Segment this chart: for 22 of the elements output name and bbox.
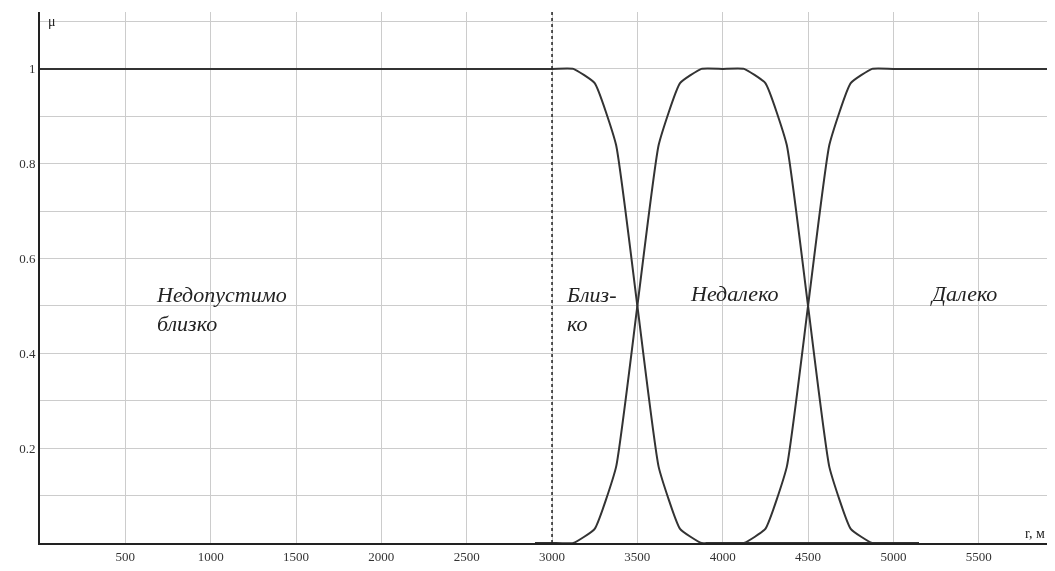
x-tick-label: 3500: [624, 548, 651, 564]
annotation: Близ- ко: [566, 282, 617, 336]
x-tick-label: 1500: [283, 548, 310, 564]
x-tick-label: 1000: [197, 548, 224, 564]
annotation: Недалеко: [690, 281, 779, 306]
y-tick-label: 0.4: [19, 345, 36, 361]
x-axis-title: r, м: [1025, 526, 1046, 541]
x-tick-label: 3000: [539, 548, 566, 564]
x-tick-label: 5000: [880, 548, 907, 564]
annotation: Недопустимо близко: [156, 282, 287, 336]
x-tick-label: 500: [115, 548, 136, 564]
x-tick-label: 2500: [453, 548, 480, 564]
y-tick-label: 1: [28, 61, 36, 77]
x-tick-label: 4000: [709, 548, 736, 564]
annotation: Далеко: [930, 281, 998, 306]
y-axis-title: μ: [48, 14, 56, 29]
y-tick-label: 0.8: [19, 156, 36, 172]
x-tick-label: 4500: [795, 548, 822, 564]
x-tick-label: 2000: [368, 548, 395, 564]
x-tick-label: 5500: [965, 548, 992, 564]
y-tick-label: 0.2: [19, 440, 36, 456]
y-tick-label: 0.6: [19, 251, 36, 267]
